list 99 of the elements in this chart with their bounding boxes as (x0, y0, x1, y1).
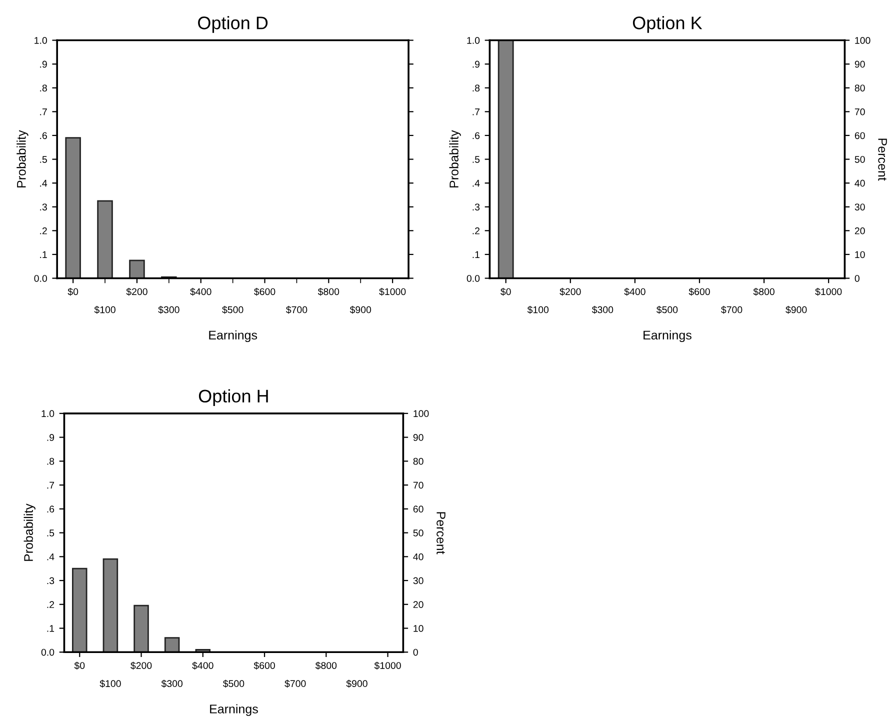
y-tick-label: .5 (472, 156, 480, 163)
y2-tick-label: 30 (413, 577, 424, 584)
y-tick-label: .5 (47, 530, 54, 536)
x-tick-label: $300 (158, 306, 180, 314)
y-tick-label: .7 (40, 108, 47, 116)
x-tick-label: $0 (500, 288, 511, 296)
y2-tick-label: 50 (854, 156, 865, 163)
y2-tick-label: 10 (414, 624, 424, 632)
y2-tick-label: 20 (854, 227, 865, 234)
x-tick-label: $800 (318, 288, 340, 296)
x-tick-label: $700 (721, 306, 742, 314)
y-axis-title: Probability (16, 130, 28, 188)
x-tick-label: $700 (286, 306, 308, 314)
y-tick-label: .2 (47, 601, 54, 608)
chart-title: Option K (632, 16, 702, 33)
y-tick-label: .1 (472, 251, 480, 258)
y-tick-label: .2 (40, 227, 47, 234)
y-tick-label: .3 (472, 204, 480, 210)
y2-tick-label: 80 (413, 458, 424, 465)
y2-tick-label: 70 (854, 108, 865, 116)
x-axis-title: Earnings (209, 330, 258, 342)
x-tick-label: $600 (254, 662, 275, 670)
x-tick-label: $800 (315, 662, 337, 670)
y2-tick-label: 0 (854, 274, 860, 282)
y2-tick-label: 100 (414, 410, 429, 418)
y-tick-label: .7 (47, 482, 54, 489)
y2-tick-label: 60 (854, 132, 865, 140)
y-tick-label: .6 (472, 132, 480, 140)
y-tick-label: .1 (47, 625, 54, 632)
y2-tick-label: 20 (413, 601, 424, 608)
x-axis-title: Earnings (644, 330, 692, 342)
x-tick-label: $900 (786, 306, 807, 314)
y2-tick-label: 80 (854, 84, 865, 92)
x-tick-label: $400 (190, 288, 212, 296)
x-tick-label: $500 (222, 306, 244, 314)
y-tick-label: .3 (47, 577, 54, 584)
x-tick-label: $700 (284, 680, 306, 688)
y-tick-label: .8 (40, 84, 47, 92)
x-tick-label: $400 (192, 662, 214, 670)
y2-tick-label: 70 (413, 482, 424, 489)
y-tick-label: .4 (40, 180, 48, 187)
x-tick-label: $300 (161, 680, 183, 688)
y-tick-label: .7 (472, 108, 480, 116)
x-tick-label: $100 (527, 306, 549, 314)
y-tick-label: .1 (40, 251, 47, 258)
y2-tick-label: 90 (854, 60, 865, 68)
x-tick-label: $200 (560, 288, 581, 296)
y-tick-label: .8 (472, 84, 480, 92)
y-tick-label: .9 (472, 60, 480, 68)
y2-tick-label: 40 (413, 553, 424, 560)
y2-axis-title: Percent (436, 512, 446, 554)
y-tick-label: .5 (40, 156, 47, 163)
y2-tick-label: 0 (413, 648, 418, 656)
chart-title: Option H (198, 389, 268, 406)
x-tick-label: $1000 (815, 288, 842, 296)
x-tick-label: $1000 (374, 662, 401, 670)
y2-tick-label: 10 (855, 251, 865, 258)
y-tick-label: 0.0 (34, 274, 47, 282)
x-tick-label: $900 (346, 680, 368, 688)
y2-tick-label: 30 (854, 204, 865, 210)
x-tick-label: $300 (592, 306, 614, 314)
y-tick-label: .3 (40, 204, 47, 210)
x-tick-label: $600 (688, 288, 710, 296)
y2-tick-label: 40 (854, 180, 865, 187)
x-tick-label: $0 (68, 288, 78, 296)
x-tick-label: $100 (94, 306, 116, 314)
y-axis-title: Probability (449, 130, 461, 188)
y-tick-label: .9 (40, 60, 47, 68)
y-tick-label: 1.0 (42, 410, 54, 418)
y-tick-label: 1.0 (467, 37, 480, 44)
y-tick-label: 0.0 (466, 274, 480, 282)
x-tick-label: $400 (624, 288, 646, 296)
y-tick-label: .8 (47, 458, 54, 465)
y-tick-label: .6 (40, 132, 47, 140)
y2-tick-label: 60 (413, 506, 424, 513)
x-tick-label: $200 (130, 662, 152, 670)
y-tick-label: .9 (47, 434, 54, 441)
x-tick-label: $0 (74, 662, 85, 670)
y2-tick-label: 100 (855, 37, 870, 44)
y-axis-title: Probability (24, 504, 36, 561)
y2-tick-label: 50 (413, 530, 424, 536)
y-tick-label: .4 (47, 553, 54, 560)
y-tick-label: .6 (47, 506, 54, 513)
y-tick-label: .4 (472, 180, 480, 187)
y2-tick-label: 90 (413, 434, 424, 441)
y-tick-label: 0.0 (41, 648, 54, 656)
y-tick-label: .2 (472, 227, 480, 234)
chart-title: Option D (198, 16, 268, 33)
x-tick-label: $900 (350, 306, 372, 314)
x-tick-label: $200 (126, 288, 148, 296)
x-tick-label: $1000 (379, 288, 406, 296)
y-tick-label: 1.0 (34, 37, 47, 44)
y2-axis-title: Percent (878, 138, 887, 181)
x-tick-label: $800 (753, 288, 774, 296)
x-tick-label: $500 (656, 306, 678, 314)
x-axis-title: Earnings (210, 704, 258, 716)
x-tick-label: $100 (100, 680, 121, 688)
x-tick-label: $500 (222, 680, 244, 688)
x-tick-label: $600 (254, 288, 276, 296)
